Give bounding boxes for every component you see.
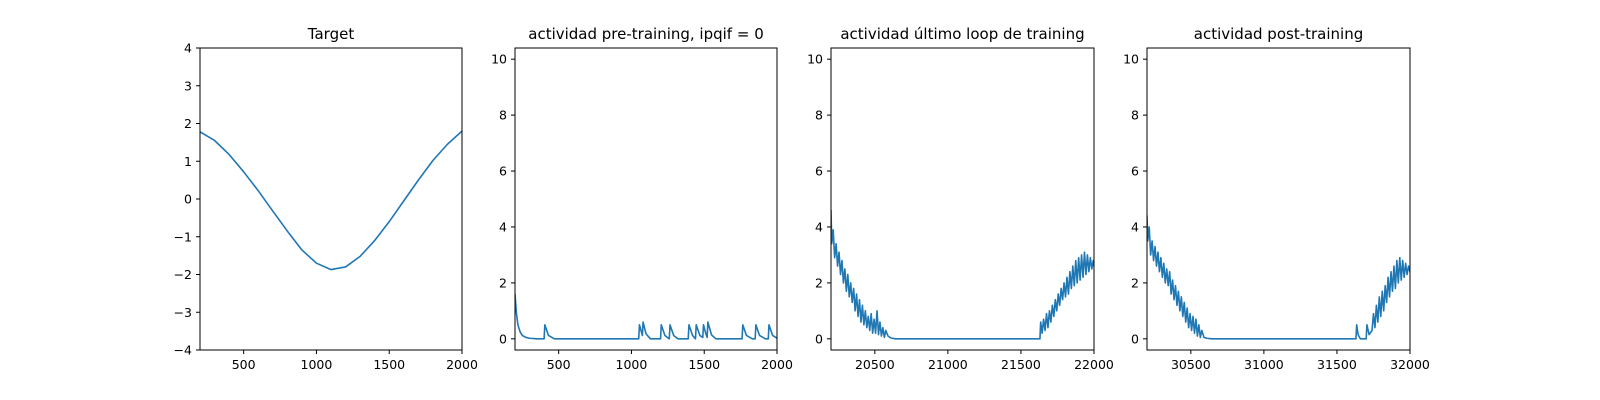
series-line: [1147, 214, 1410, 340]
y-tick-label: −2: [174, 267, 192, 282]
y-tick-label: 2: [184, 116, 192, 131]
y-tick-label: 8: [1131, 108, 1139, 123]
chart-title: actividad último loop de training: [840, 25, 1084, 43]
x-tick-label: 2000: [761, 357, 793, 372]
y-tick-label: −3: [174, 305, 192, 320]
x-tick-label: 500: [547, 357, 571, 372]
x-tick-label: 1000: [616, 357, 648, 372]
y-tick-label: 10: [491, 52, 507, 67]
y-tick-label: 1: [184, 154, 192, 169]
x-tick-label: 1500: [373, 357, 405, 372]
y-tick-label: 8: [499, 108, 507, 123]
axes-frame: [1146, 47, 1411, 351]
y-tick-label: 10: [807, 52, 823, 67]
y-tick-label: 0: [815, 331, 823, 346]
chart-title: actividad pre-training, ipqif = 0: [528, 25, 764, 43]
x-tick-label: 31000: [1244, 357, 1284, 372]
x-tick-label: 1000: [301, 357, 333, 372]
y-tick-label: 2: [1131, 275, 1139, 290]
y-tick-label: 2: [499, 275, 507, 290]
y-tick-label: 6: [815, 164, 823, 179]
axes-frame: [514, 47, 778, 351]
x-tick-label: 22000: [1074, 357, 1114, 372]
x-tick-label: 31500: [1317, 357, 1357, 372]
y-tick-label: 0: [1131, 331, 1139, 346]
x-tick-label: 1500: [688, 357, 720, 372]
x-tick-label: 30500: [1171, 357, 1211, 372]
chart-title: Target: [307, 25, 355, 43]
chart-panel-2: actividad pre-training, ipqif = 0 500 1000…: [491, 25, 793, 372]
y-tick-label: 0: [184, 192, 192, 207]
chart-panel-4: actividad post-training 30500 31000 31500 32…: [1123, 25, 1430, 372]
y-tick-label: 6: [1131, 164, 1139, 179]
x-tick-label: 32000: [1390, 357, 1430, 372]
y-tick-label: 4: [1131, 219, 1139, 234]
x-tick-label: 21500: [1001, 357, 1041, 372]
y-tick-label: 4: [499, 219, 507, 234]
y-tick-label: 0: [499, 331, 507, 346]
x-tick-label: 500: [232, 357, 256, 372]
y-tick-label: 4: [815, 219, 823, 234]
series-line: [515, 293, 777, 340]
chart-panel-1: Target 500 1000 1500 2000 −4 −3 −2 −1 0 1 2 3 4: [174, 25, 478, 372]
axes-frame: [199, 47, 463, 351]
y-tick-label: −4: [174, 343, 192, 358]
y-tick-label: −1: [174, 229, 192, 244]
y-tick-label: 3: [184, 78, 192, 93]
series-line: [200, 130, 462, 271]
x-tick-label: 20500: [855, 357, 895, 372]
x-tick-label: 21000: [928, 357, 968, 372]
y-tick-label: 6: [499, 164, 507, 179]
y-tick-label: 8: [815, 108, 823, 123]
x-tick-label: 2000: [446, 357, 478, 372]
axes-frame: [830, 47, 1095, 351]
y-tick-label: 10: [1123, 52, 1139, 67]
y-tick-label: 4: [184, 41, 192, 56]
y-tick-label: 2: [815, 275, 823, 290]
chart-title: actividad post-training: [1194, 25, 1363, 43]
series-line: [831, 209, 1094, 340]
